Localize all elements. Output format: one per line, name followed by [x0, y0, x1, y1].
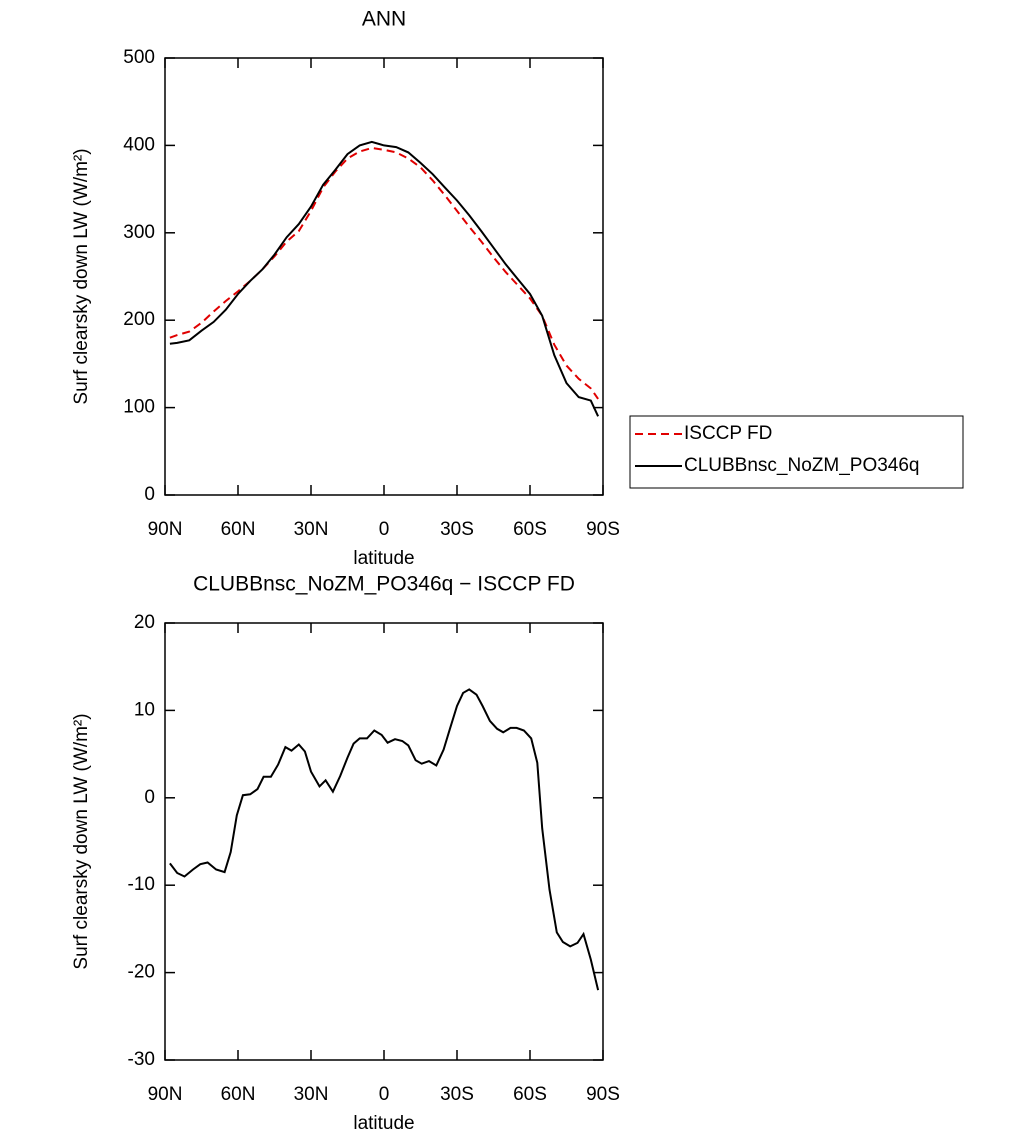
x-tick-label: 60N [221, 1084, 256, 1105]
x-tick-label: 30N [294, 519, 329, 540]
legend-box [629, 415, 964, 489]
y-tick-label: -30 [128, 1049, 155, 1070]
x-tick-label: 60S [513, 519, 547, 540]
x-tick-label: 90S [586, 519, 620, 540]
y-tick-label: 200 [123, 309, 155, 330]
x-tick-label: 0 [379, 519, 390, 540]
series-line [169, 146, 599, 400]
legend-label: CLUBBnsc_NoZM_PO346q [684, 455, 920, 476]
x-axis-label: latitude [353, 548, 414, 569]
y-tick-label: -10 [128, 874, 155, 895]
x-tick-label: 60N [221, 519, 256, 540]
x-tick-label: 30S [440, 519, 474, 540]
y-tick-label: 400 [123, 134, 155, 155]
y-tick-label: 0 [144, 484, 155, 505]
y-axis-label: Surf clearsky down LW (W/m²) [71, 148, 92, 404]
x-axis-label: latitude [353, 1113, 414, 1134]
plot-frame [164, 57, 604, 496]
y-tick-label: 100 [123, 397, 155, 418]
y-axis-label: Surf clearsky down LW (W/m²) [71, 713, 92, 969]
y-tick-label: -20 [128, 962, 155, 983]
chart-title: ANN [362, 8, 406, 31]
y-tick-label: 0 [144, 787, 155, 808]
x-tick-label: 60S [513, 1084, 547, 1105]
y-tick-label: 20 [134, 612, 155, 633]
y-tick-label: 500 [123, 47, 155, 68]
chart-title: CLUBBnsc_NoZM_PO346q − ISCCP FD [193, 573, 575, 596]
legend-label: ISCCP FD [684, 423, 772, 444]
x-tick-label: 90N [148, 519, 183, 540]
x-tick-label: 90N [148, 1084, 183, 1105]
series-line [169, 688, 600, 991]
x-tick-label: 0 [379, 1084, 390, 1105]
plot-frame [164, 622, 604, 1061]
x-tick-label: 30S [440, 1084, 474, 1105]
x-tick-label: 90S [586, 1084, 620, 1105]
series-line [169, 140, 600, 417]
y-tick-label: 10 [134, 699, 155, 720]
x-tick-label: 30N [294, 1084, 329, 1105]
y-tick-label: 300 [123, 222, 155, 243]
